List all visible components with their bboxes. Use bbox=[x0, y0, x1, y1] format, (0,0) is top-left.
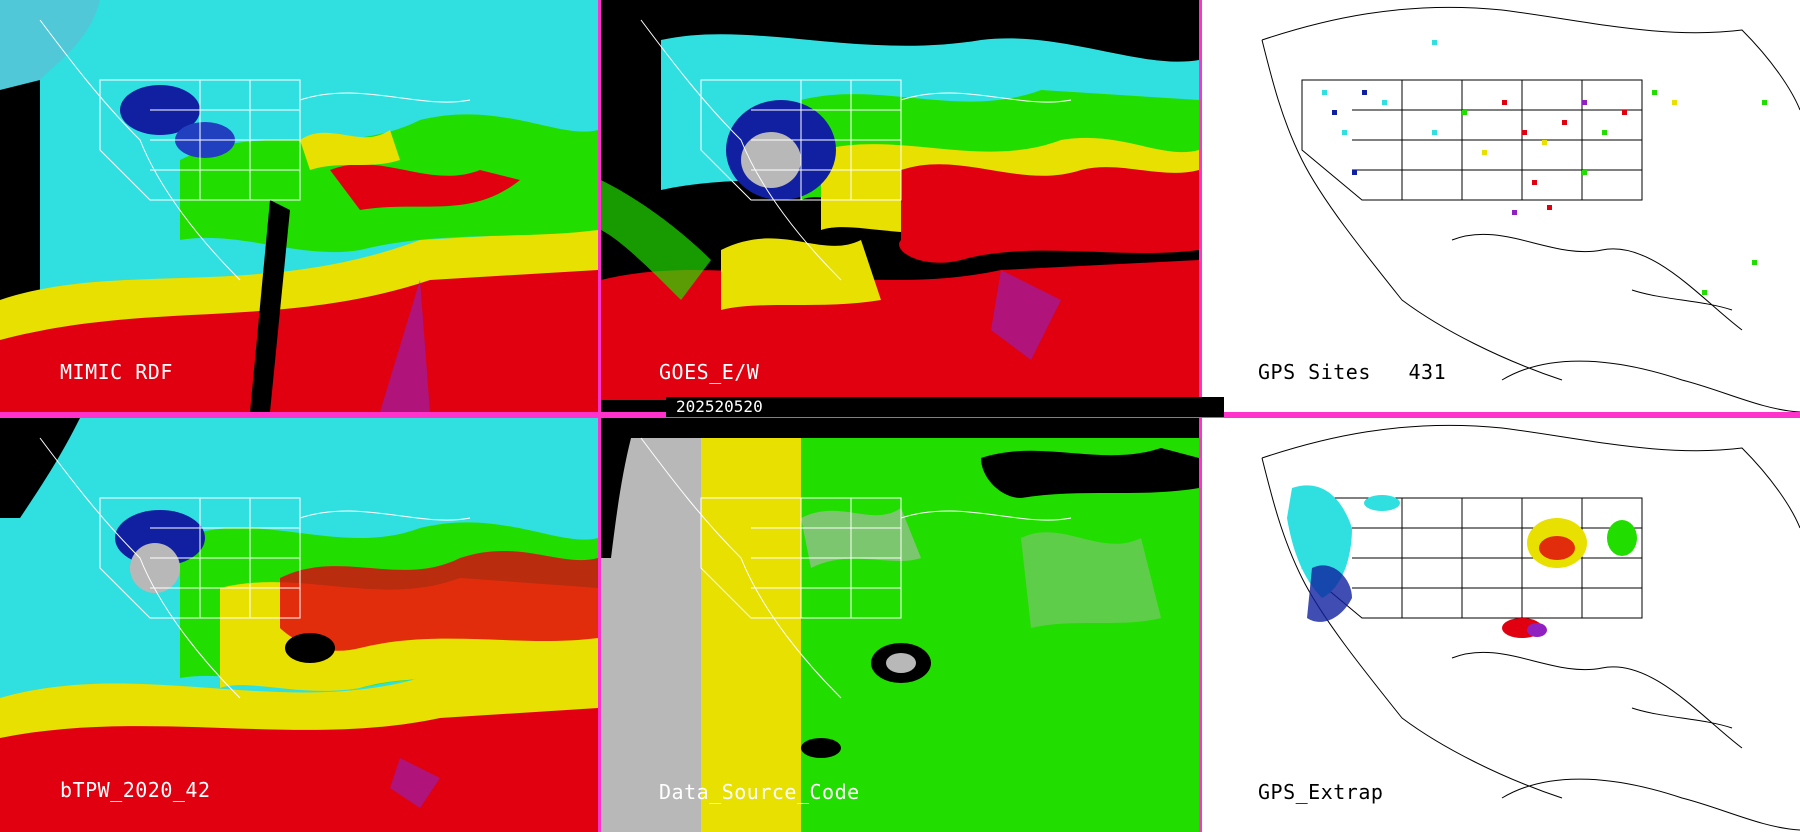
goes-label: GOES_E/W bbox=[659, 360, 760, 384]
gps-site-markers bbox=[1322, 40, 1767, 295]
gps-sites-count: 431 bbox=[1408, 360, 1447, 384]
gps-extrap-map bbox=[1261, 424, 1800, 831]
data-source-label: Data_Source_Code bbox=[659, 780, 860, 804]
gps-sites-panel: GPS Sites 431 bbox=[1202, 0, 1800, 412]
data-source-map bbox=[601, 418, 1199, 832]
gps-extrap-label: GPS_Extrap bbox=[1258, 780, 1384, 804]
gps-sites-label: GPS Sites 431 bbox=[1258, 360, 1446, 384]
mimic-rdf-panel: MIMIC RDF bbox=[0, 0, 598, 412]
timestamp-bar: 202520520 bbox=[666, 397, 1224, 417]
gps-sites-map bbox=[1261, 6, 1800, 412]
goes-map bbox=[601, 0, 1199, 412]
data-source-panel: Data_Source_Code bbox=[601, 418, 1199, 832]
goes-panel: GOES_E/W bbox=[601, 0, 1199, 412]
mimic-rdf-label: MIMIC RDF bbox=[60, 360, 173, 384]
mimic-rdf-map bbox=[0, 0, 598, 412]
btpw-map bbox=[0, 418, 598, 832]
gps-sites-title: GPS Sites bbox=[1258, 360, 1371, 384]
btpw-label: bTPW_2020_42 bbox=[60, 778, 211, 802]
btpw-panel: bTPW_2020_42 bbox=[0, 418, 598, 832]
gps-extrap-panel: GPS_Extrap bbox=[1202, 418, 1800, 832]
